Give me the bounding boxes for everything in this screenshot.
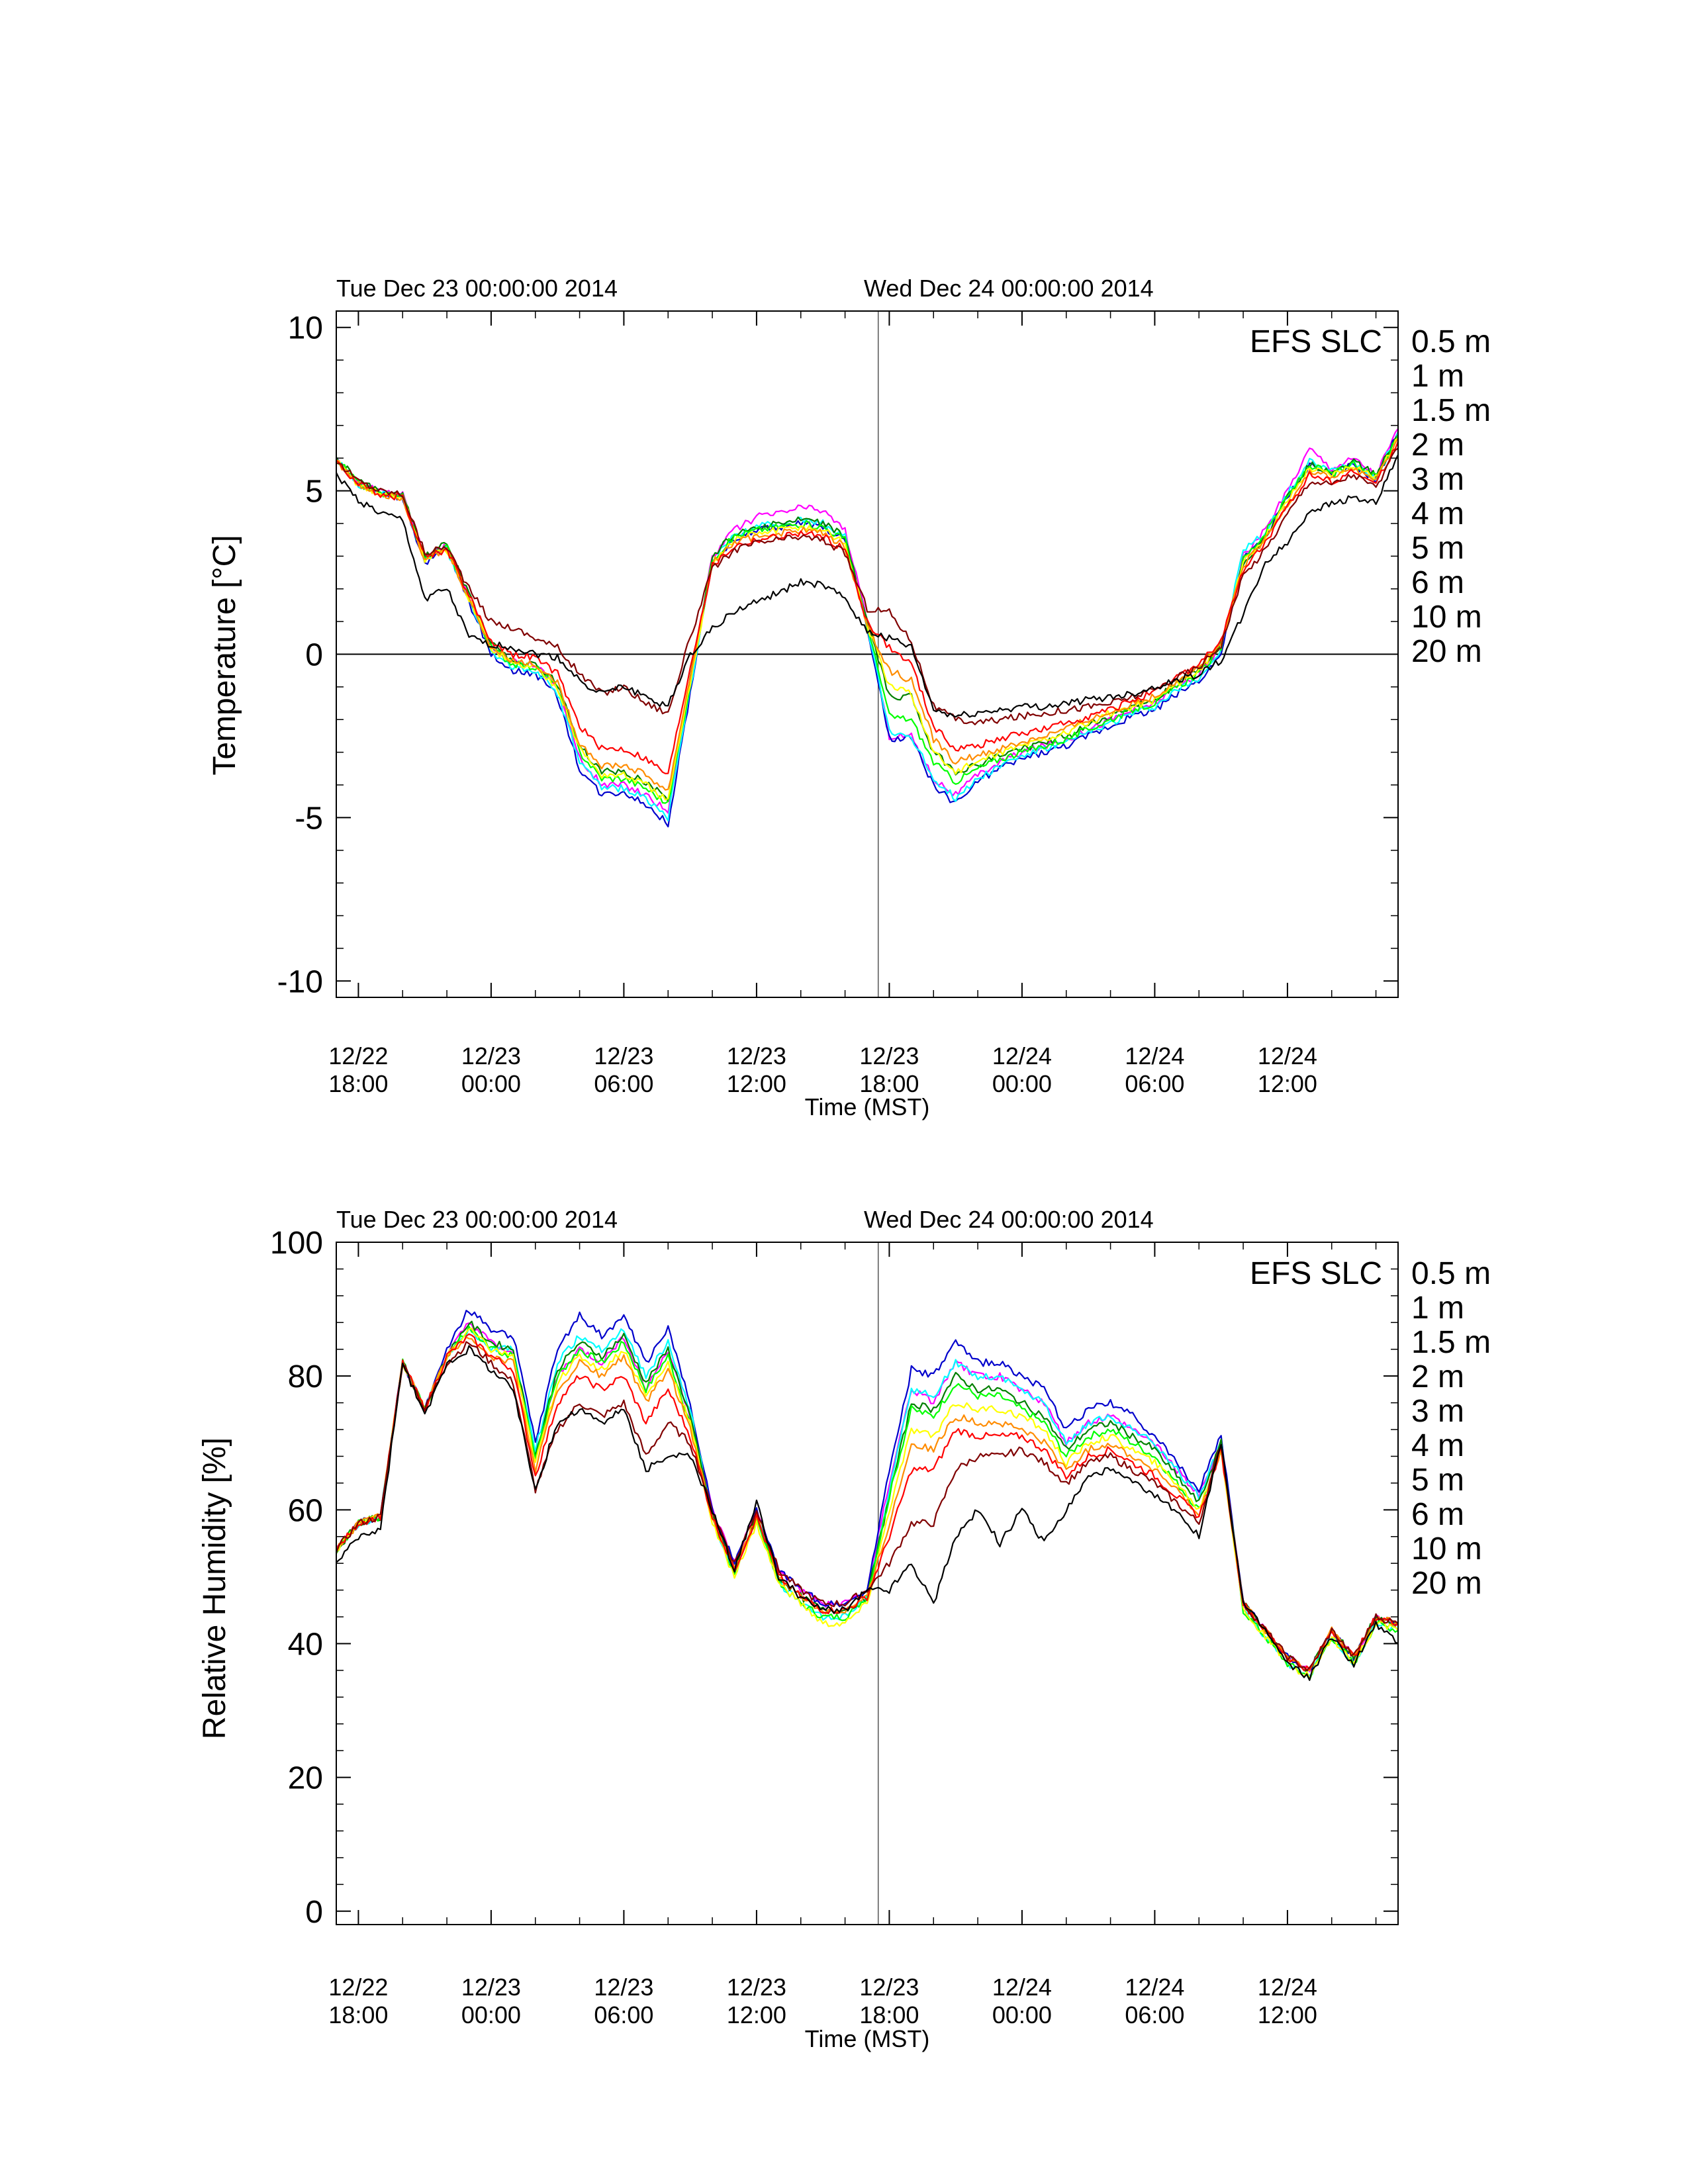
- humidity-y-ticks: 0 20 40 60 80 100: [270, 1226, 1398, 1930]
- y-tick-label: 5: [305, 475, 323, 510]
- x-tick-date-label: 12/23: [594, 1042, 653, 1069]
- humidity-y-axis-title: Relative Humidity [%]: [197, 1437, 232, 1739]
- x-tick-date-label: 12/23: [461, 1042, 521, 1069]
- series-line-4-m: [336, 1328, 1399, 1680]
- x-tick-time-label: 06:00: [1125, 2001, 1184, 2028]
- y-tick-label: 0: [305, 1895, 323, 1930]
- legend-5m: 5 m: [1411, 531, 1464, 566]
- temperature-station-label: EFS SLC: [1250, 324, 1382, 359]
- x-tick-date-label: 12/24: [1125, 1042, 1184, 1069]
- series-line-20-m: [336, 454, 1399, 718]
- humidity-station-label: EFS SLC: [1250, 1256, 1382, 1291]
- temperature-x-axis-title: Time (MST): [805, 1093, 930, 1120]
- x-tick-date-label: 12/24: [1258, 1974, 1317, 2001]
- x-tick-date-label: 12/23: [859, 1042, 919, 1069]
- humidity-x-axis-title: Time (MST): [805, 2025, 930, 2052]
- header-date-1-humidity: Tue Dec 23 00:00:00 2014: [336, 1206, 618, 1233]
- legend-20m: 20 m: [1411, 634, 1482, 669]
- legend-4m-humidity: 4 m: [1411, 1428, 1464, 1463]
- temperature-x-ticks: 12/2218:0012/2300:0012/2306:0012/2312:00…: [328, 311, 1377, 1097]
- x-tick-time-label: 18:00: [328, 2001, 388, 2028]
- legend-6m: 6 m: [1411, 565, 1464, 600]
- x-tick-time-label: 00:00: [992, 2001, 1052, 2028]
- x-tick-time-label: 00:00: [461, 1070, 521, 1097]
- legend-2m-humidity: 2 m: [1411, 1359, 1464, 1394]
- legend-1m-humidity: 1 m: [1411, 1291, 1464, 1326]
- series-line-10-m: [336, 447, 1399, 725]
- series-line-20-m: [336, 1345, 1399, 1681]
- legend-1-5m: 1.5 m: [1411, 393, 1491, 428]
- humidity-x-ticks: 12/2218:0012/2300:0012/2306:0012/2312:00…: [328, 1242, 1377, 2028]
- x-tick-date-label: 12/23: [594, 1974, 653, 2001]
- legend-10m: 10 m: [1411, 600, 1482, 635]
- legend-4m: 4 m: [1411, 496, 1464, 531]
- series-line-3-m: [336, 1326, 1399, 1681]
- x-tick-date-label: 12/24: [992, 1974, 1052, 2001]
- x-tick-time-label: 12:00: [1258, 2001, 1317, 2028]
- header-date-2-humidity: Wed Dec 24 00:00:00 2014: [864, 1206, 1154, 1233]
- y-tick-label: 10: [288, 311, 323, 346]
- legend-1-5m-humidity: 1.5 m: [1411, 1325, 1491, 1360]
- y-tick-label: -5: [295, 801, 323, 836]
- x-tick-date-label: 12/23: [461, 1974, 521, 2001]
- x-tick-date-label: 12/24: [992, 1042, 1052, 1069]
- x-tick-time-label: 06:00: [594, 2001, 653, 2028]
- temperature-panel: Tue Dec 23 00:00:00 2014 Wed Dec 24 00:0…: [207, 275, 1491, 1120]
- legend-6m-humidity: 6 m: [1411, 1497, 1464, 1532]
- series-line-6-m: [336, 441, 1399, 774]
- x-tick-time-label: 18:00: [859, 2001, 919, 2028]
- legend-3m-humidity: 3 m: [1411, 1394, 1464, 1429]
- legend-5m-humidity: 5 m: [1411, 1463, 1464, 1498]
- x-tick-time-label: 12:00: [1258, 1070, 1317, 1097]
- x-tick-date-label: 12/23: [727, 1042, 786, 1069]
- legend-10m-humidity: 10 m: [1411, 1531, 1482, 1567]
- header-date-1: Tue Dec 23 00:00:00 2014: [336, 275, 618, 302]
- y-tick-label: 40: [288, 1627, 323, 1662]
- y-tick-label: 20: [288, 1761, 323, 1796]
- x-tick-time-label: 06:00: [1125, 1070, 1184, 1097]
- legend-0-5m-humidity: 0.5 m: [1411, 1256, 1491, 1291]
- humidity-series: [335, 1310, 1399, 1681]
- x-tick-date-label: 12/24: [1125, 1974, 1184, 2001]
- series-line-10-m: [335, 1341, 1399, 1672]
- legend-0-5m: 0.5 m: [1411, 324, 1491, 359]
- x-tick-time-label: 00:00: [461, 2001, 521, 2028]
- legend-20m-humidity: 20 m: [1411, 1566, 1482, 1601]
- series-line-5-m: [335, 1336, 1399, 1672]
- y-tick-label: 80: [288, 1359, 323, 1394]
- series-line-5-m: [336, 438, 1399, 791]
- legend-1m: 1 m: [1411, 359, 1464, 394]
- legend-2m: 2 m: [1411, 428, 1464, 463]
- x-tick-time-label: 00:00: [992, 1070, 1052, 1097]
- x-tick-time-label: 18:00: [328, 1070, 388, 1097]
- x-tick-time-label: 18:00: [859, 1070, 919, 1097]
- header-date-2: Wed Dec 24 00:00:00 2014: [864, 275, 1154, 302]
- temperature-legend: 0.5 m 1 m 1.5 m 2 m 3 m 4 m 5 m 6 m 10 m…: [1411, 324, 1491, 669]
- x-tick-date-label: 12/23: [859, 1974, 919, 2001]
- x-tick-time-label: 12:00: [727, 1070, 786, 1097]
- x-tick-time-label: 06:00: [594, 1070, 653, 1097]
- temperature-y-ticks: -10 -5 0 5 10: [277, 311, 1398, 999]
- x-tick-date-label: 12/22: [328, 1974, 388, 2001]
- series-line-6-m: [336, 1333, 1399, 1672]
- series-line-1-5-m: [336, 1327, 1399, 1676]
- temperature-axes: [336, 311, 1398, 997]
- temperature-y-axis-title: Temperature [°C]: [207, 535, 242, 775]
- x-tick-date-label: 12/22: [328, 1042, 388, 1069]
- y-tick-label: 100: [270, 1226, 323, 1261]
- legend-3m: 3 m: [1411, 462, 1464, 497]
- temperature-series: [336, 428, 1399, 828]
- y-tick-label: 60: [288, 1493, 323, 1528]
- humidity-plot-frame: [336, 1242, 1399, 1925]
- series-line-1-m: [336, 1310, 1399, 1672]
- y-tick-label: -10: [277, 964, 323, 999]
- humidity-panel: Tue Dec 23 00:00:00 2014 Wed Dec 24 00:0…: [197, 1206, 1491, 2052]
- x-tick-time-label: 12:00: [727, 2001, 786, 2028]
- y-tick-label: 0: [305, 638, 323, 673]
- x-tick-date-label: 12/23: [727, 1974, 786, 2001]
- humidity-legend: 0.5 m 1 m 1.5 m 2 m 3 m 4 m 5 m 6 m 10 m…: [1411, 1256, 1491, 1601]
- x-tick-date-label: 12/24: [1258, 1042, 1317, 1069]
